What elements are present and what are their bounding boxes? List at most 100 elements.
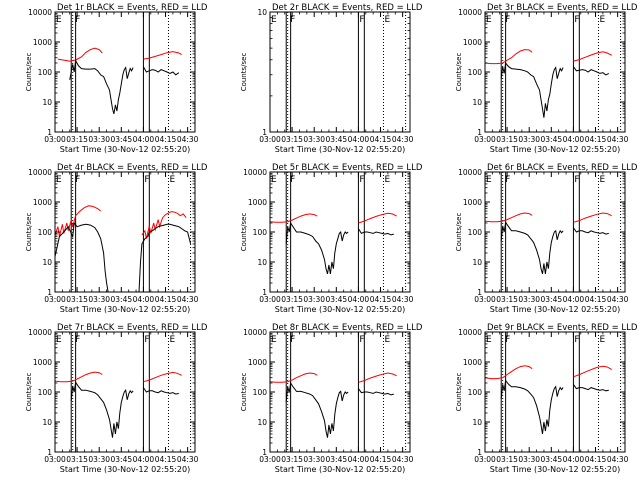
x-tick-label: 03:15 xyxy=(66,455,88,464)
x-tick-label: 03:00 xyxy=(474,455,496,464)
panel-title: Det 3r BLACK = Events, RED = LLD xyxy=(487,3,638,13)
y-tick-label: 1000 xyxy=(33,38,52,47)
lld-rate-line xyxy=(573,212,612,223)
event-rate-line xyxy=(70,380,134,438)
x-axis-title: Start Time (30-Nov-12 02:55:20) xyxy=(275,145,405,154)
x-tick-label: 03:15 xyxy=(281,135,303,144)
x-tick-label: 04:15 xyxy=(585,135,607,144)
flag-label: F xyxy=(75,175,80,185)
panel-5: Det 5r BLACK = Events, RED = LLD E F F E 1 10 1… xyxy=(240,163,423,314)
x-tick-label: 04:00 xyxy=(133,135,155,144)
panel-3: Det 3r BLACK = Events, RED = LLD E F F E 1 10 1… xyxy=(455,3,638,154)
lld-rate-line xyxy=(485,49,533,65)
panel-title: Det 1r BLACK = Events, RED = LLD xyxy=(57,3,208,13)
event-rate-line xyxy=(142,66,180,76)
flag-label: F xyxy=(359,15,364,25)
flag-label: E xyxy=(486,175,492,185)
x-tick-label: 03:45 xyxy=(326,455,348,464)
x-tick-label: 04:30 xyxy=(177,295,199,304)
panel-9: Det 9r BLACK = Events, RED = LLD E F F E 1 10 1… xyxy=(455,323,638,474)
flag-label: F xyxy=(144,335,149,345)
flag-label: E xyxy=(169,335,175,345)
x-tick-label: 04:30 xyxy=(392,295,414,304)
series-group xyxy=(270,212,397,275)
x-tick-label: 03:30 xyxy=(88,135,110,144)
x-tick-label: 03:15 xyxy=(281,455,303,464)
y-tick-label: 10 xyxy=(257,258,267,267)
x-tick-label: 03:45 xyxy=(541,135,563,144)
lld-rate-line xyxy=(270,213,318,223)
x-axis-title: Start Time (30-Nov-12 02:55:20) xyxy=(490,305,620,314)
y-tick-label: 10000 xyxy=(458,328,482,337)
y-axis-title: Counts/sec xyxy=(240,53,248,92)
x-tick-label: 03:00 xyxy=(259,295,281,304)
y-tick-label: 10000 xyxy=(28,8,52,17)
x-axis-title: Start Time (30-Nov-12 02:55:20) xyxy=(60,145,190,154)
x-tick-label: 03:30 xyxy=(303,295,325,304)
x-tick-label: 04:15 xyxy=(585,455,607,464)
x-tick-label: 03:30 xyxy=(303,455,325,464)
x-tick-label: 03:00 xyxy=(474,295,496,304)
x-tick-label: 04:15 xyxy=(155,455,177,464)
event-rate-line xyxy=(572,66,610,76)
x-tick-label: 03:15 xyxy=(66,295,88,304)
panel-2: Det 2r BLACK = Events, RED = LLD E F F E 1 10 0… xyxy=(240,3,423,154)
flag-label: E xyxy=(599,15,605,25)
lld-rate-line xyxy=(573,51,612,62)
panel-title: Det 2r BLACK = Events, RED = LLD xyxy=(272,3,423,13)
event-rate-line xyxy=(138,223,192,292)
flag-label: F xyxy=(75,15,80,25)
x-tick-label: 03:15 xyxy=(496,455,518,464)
y-tick-label: 1 xyxy=(47,448,52,457)
x-tick-label: 04:00 xyxy=(563,135,585,144)
y-axis-title: Counts/sec xyxy=(455,213,463,252)
event-rate-line xyxy=(572,227,609,235)
x-tick-label: 04:30 xyxy=(607,135,629,144)
event-rate-line xyxy=(357,228,394,236)
y-tick-label: 10000 xyxy=(28,328,52,337)
x-tick-label: 03:45 xyxy=(111,455,133,464)
y-tick-label: 10000 xyxy=(243,168,267,177)
flag-label: E xyxy=(56,15,62,25)
series-group xyxy=(485,49,612,118)
x-tick-label: 04:15 xyxy=(585,295,607,304)
y-tick-label: 1 xyxy=(262,128,267,137)
x-tick-label: 03:45 xyxy=(326,295,348,304)
x-tick-label: 04:30 xyxy=(177,135,199,144)
y-tick-label: 100 xyxy=(468,388,483,397)
panel-title: Det 5r BLACK = Events, RED = LLD xyxy=(272,163,423,173)
x-tick-label: 03:30 xyxy=(518,455,540,464)
x-tick-label: 04:00 xyxy=(563,455,585,464)
panel-title: Det 9r BLACK = Events, RED = LLD xyxy=(487,323,638,333)
y-tick-label: 1 xyxy=(262,288,267,297)
y-axis-title: Counts/sec xyxy=(25,53,33,92)
panel-4: Det 4r BLACK = Events, RED = LLD E F F E 1 10 1… xyxy=(25,163,208,314)
y-axis-title: Counts/sec xyxy=(25,213,33,252)
x-axis-title: Start Time (30-Nov-12 02:55:20) xyxy=(275,305,405,314)
lld-rate-line xyxy=(358,212,397,224)
x-tick-label: 03:30 xyxy=(518,135,540,144)
x-tick-label: 04:15 xyxy=(370,135,392,144)
x-tick-label: 04:15 xyxy=(370,455,392,464)
x-tick-label: 03:45 xyxy=(111,295,133,304)
series-group xyxy=(57,47,182,115)
panel-title: Det 7r BLACK = Events, RED = LLD xyxy=(57,323,208,333)
y-tick-label: 10000 xyxy=(458,168,482,177)
y-tick-label: 1000 xyxy=(463,198,482,207)
y-tick-label: 10 xyxy=(472,98,482,107)
lld-rate-line xyxy=(55,371,103,383)
lld-rate-line xyxy=(270,372,318,383)
y-axis-title: Counts/sec xyxy=(455,373,463,412)
flag-label: E xyxy=(599,175,605,185)
y-tick-label: 10 xyxy=(42,258,52,267)
series-group xyxy=(55,371,182,438)
y-tick-label: 100 xyxy=(253,228,268,237)
lld-rate-line xyxy=(143,371,182,383)
flag-label: F xyxy=(290,15,295,25)
lld-rate-line xyxy=(485,365,533,380)
y-tick-label: 10 xyxy=(472,258,482,267)
flag-label: E xyxy=(486,15,492,25)
event-rate-line xyxy=(69,59,134,115)
event-rate-line xyxy=(357,388,394,396)
flag-label: F xyxy=(144,175,149,185)
